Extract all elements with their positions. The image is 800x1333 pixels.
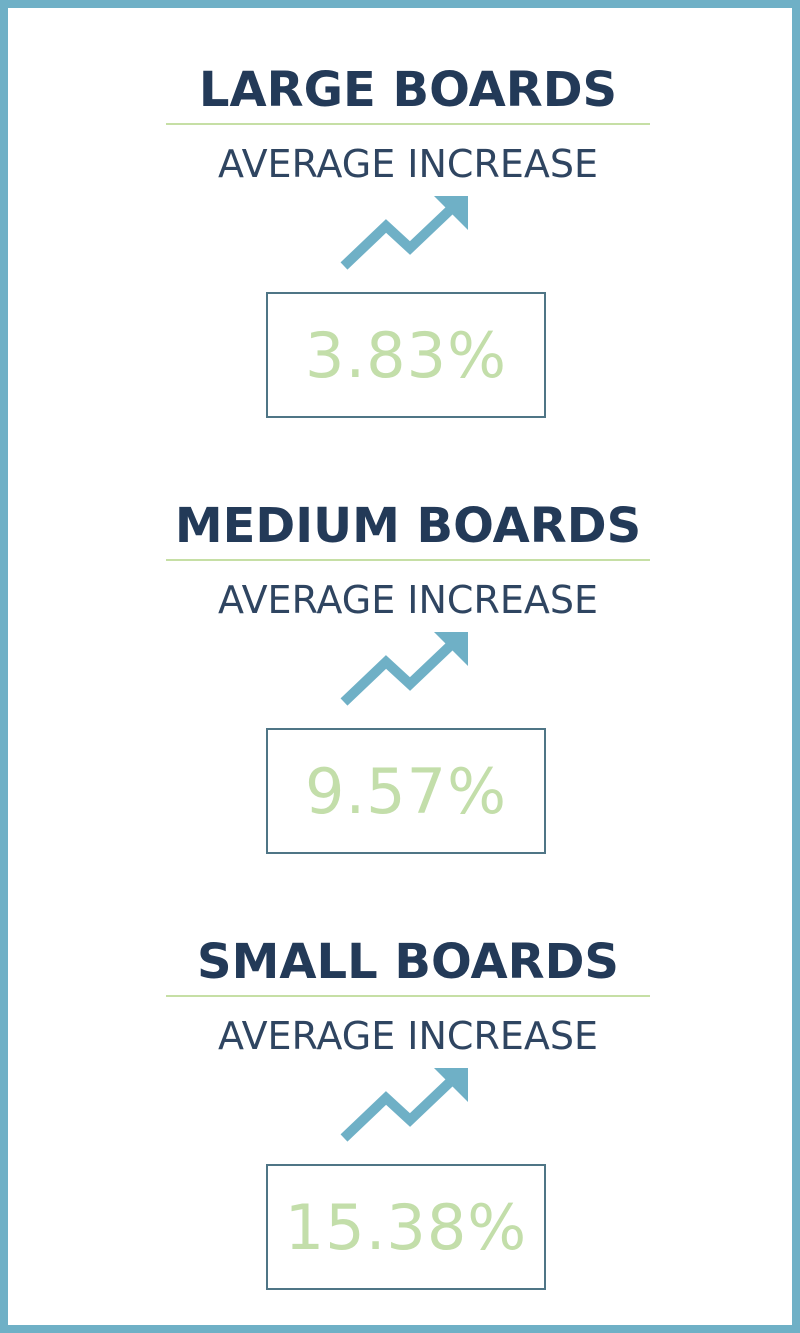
section-title: MEDIUM BOARDS: [174, 498, 642, 554]
title-divider: [166, 995, 650, 997]
section-subtitle: AVERAGE INCREASE: [218, 142, 598, 186]
trend-up-arrow-icon: [340, 632, 468, 706]
value-box: 9.57%: [266, 728, 546, 854]
value-box: 15.38%: [266, 1164, 546, 1290]
section-subtitle: AVERAGE INCREASE: [218, 1014, 598, 1058]
trend-up-arrow-icon: [340, 1068, 468, 1142]
trend-up-arrow-icon: [340, 196, 468, 270]
average-increase-value: 3.83%: [305, 318, 507, 392]
section-subtitle: AVERAGE INCREASE: [218, 578, 598, 622]
average-increase-value: 15.38%: [284, 1190, 528, 1264]
value-box: 3.83%: [266, 292, 546, 418]
title-divider: [166, 559, 650, 561]
average-increase-value: 9.57%: [305, 754, 507, 828]
title-divider: [166, 123, 650, 125]
section-title: LARGE BOARDS: [198, 62, 618, 118]
section-title: SMALL BOARDS: [197, 934, 619, 990]
